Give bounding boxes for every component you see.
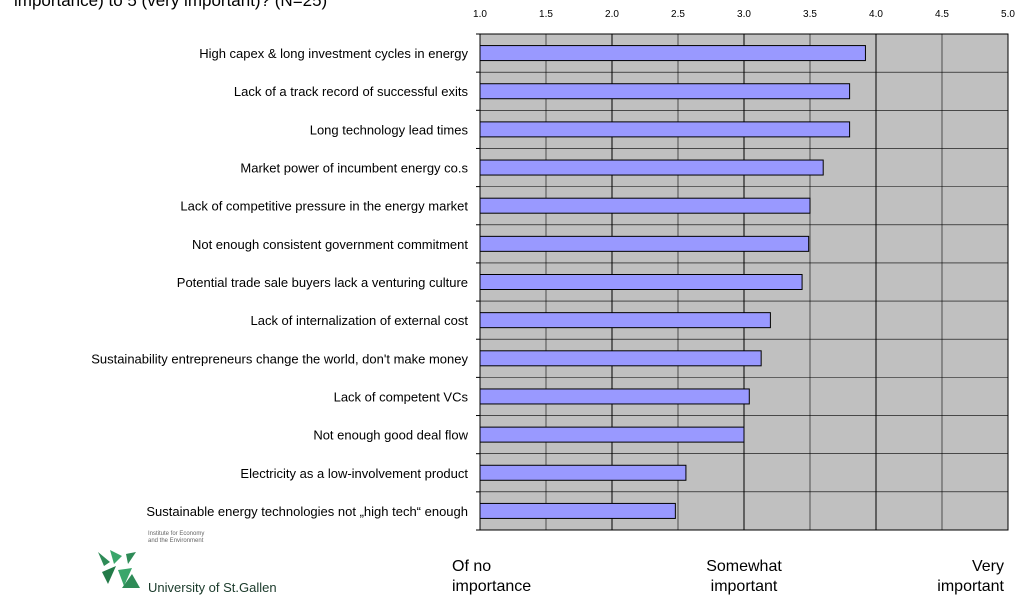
x-tick-label: 1.0 [473, 9, 487, 20]
x-tick-label: 3.5 [803, 9, 817, 20]
category-label: High capex & long investment cycles in e… [199, 46, 468, 61]
category-labels: High capex & long investment cycles in e… [91, 46, 468, 519]
category-label: Electricity as a low-involvement product [240, 466, 468, 481]
scale-labels: Of no importance Somewhat important Very impo… [452, 558, 1005, 595]
bar [479, 464, 687, 481]
scale-label: important [937, 578, 1004, 595]
x-tick-label: 4.5 [935, 9, 949, 20]
scale-label: Somewhat [706, 558, 782, 575]
category-label: Sustainability entrepreneurs change the … [91, 351, 468, 366]
chart-title-fragment: importance) to 5 (very important)? (N=25… [14, 0, 328, 10]
x-tick-label: 3.0 [737, 9, 751, 20]
university-logo-icon [98, 550, 140, 588]
x-tick-label: 2.5 [671, 9, 685, 20]
x-tick-label: 4.0 [869, 9, 883, 20]
bar [479, 502, 676, 519]
x-tick-label: 2.0 [605, 9, 619, 20]
category-label: Market power of incumbent energy co.s [240, 161, 468, 176]
category-label: Lack of internalization of external cost [250, 313, 468, 328]
category-label: Not enough consistent government commitm… [192, 237, 468, 252]
x-tick-labels: 1.0 1.5 2.0 2.5 3.0 3.5 4.0 4.5 5.0 [473, 9, 1015, 20]
bar [479, 121, 851, 138]
bar [479, 388, 750, 405]
bar [479, 312, 771, 329]
category-label: Not enough good deal flow [313, 428, 468, 443]
bar [479, 197, 811, 214]
bar [479, 274, 803, 290]
scale-label: Of no [452, 558, 491, 575]
bar [479, 426, 745, 443]
bar [479, 235, 810, 252]
bar [479, 159, 824, 176]
category-label: Lack of competent VCs [334, 389, 469, 404]
bars [479, 45, 866, 519]
scale-label: important [711, 578, 778, 595]
category-label: Lack of competitive pressure in the ener… [180, 199, 468, 214]
x-tick-label: 1.5 [539, 9, 553, 20]
bar [479, 350, 762, 367]
category-label: Long technology lead times [310, 122, 469, 137]
category-label: Potential trade sale buyers lack a ventu… [177, 275, 468, 290]
bar [479, 45, 866, 62]
logo-university-name: University of St.Gallen [148, 580, 277, 595]
scale-label: importance [452, 578, 531, 595]
bar [479, 83, 851, 100]
logo-institute-text: Institute for Economy and the Environmen… [148, 531, 205, 544]
category-label: Lack of a track record of successful exi… [234, 84, 469, 99]
x-tick-label: 5.0 [1001, 9, 1015, 20]
category-label: Sustainable energy technologies not „hig… [146, 504, 468, 519]
scale-label: Very [972, 558, 1004, 575]
